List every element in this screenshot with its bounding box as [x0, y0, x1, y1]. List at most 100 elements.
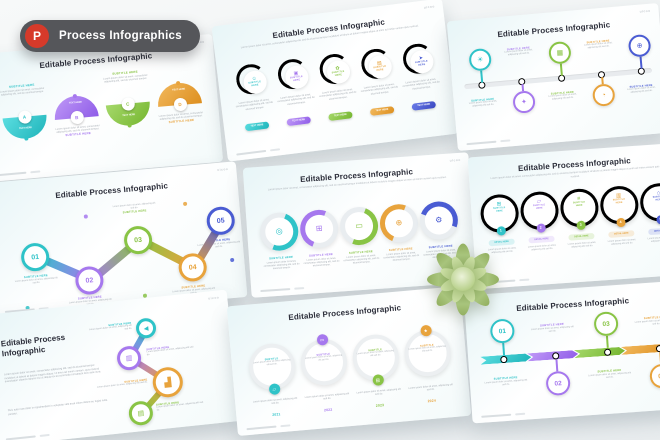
step-number-badge: 3: [575, 220, 586, 231]
slide-arc-circles-process: Editable Process Infographic uicoo Lorem…: [211, 0, 459, 162]
slide-footer-line: [236, 150, 267, 156]
step-number-circle: 01: [20, 241, 51, 273]
step-pill: DETAIL HERE: [608, 230, 635, 238]
step-body: Lorem ipsum dolor sit amet, adipiscing e…: [356, 387, 402, 397]
step-subtitle: SUBTITLE HERE: [652, 195, 660, 202]
step-text: SUBTITLE HERE Lorem ipsum dolor sit amet…: [581, 39, 616, 51]
step-dot: [24, 136, 29, 141]
timeline-stem: [480, 70, 483, 83]
step-arc: ▣ SUBTITLE HERE: [276, 57, 310, 91]
timeline-stem: [606, 335, 609, 348]
product-badge-label: Process Infographics: [59, 30, 182, 42]
plant-center: [451, 267, 475, 291]
step-arc: ➤ SUBTITLE HERE: [401, 42, 435, 76]
slide-semicircle-process: Editable Process Infographic uicoo SUBTI…: [0, 33, 224, 183]
step-body: Lorem ipsum dolor sit amet, consectetur …: [318, 87, 357, 101]
step-subtitle: SUBTITLE HERE: [612, 198, 626, 205]
slide-footer-line: [5, 435, 36, 440]
succulent-plant: [418, 234, 508, 324]
step-shape-d: D TEXT HERE: [156, 80, 202, 112]
step-body: Lorem ipsum dolor sit amet, adipiscing e…: [504, 49, 533, 57]
step-text: SUBTITLE HERE Lorem ipsum dolor sit amet…: [501, 46, 536, 58]
timeline-knob: [551, 351, 560, 360]
timeline-stem: [560, 63, 563, 76]
step-year: 2021: [272, 412, 281, 417]
step-number-circle: 04: [649, 363, 660, 389]
step-subtitle: SUBTITLE HERE: [415, 60, 429, 67]
step-arc: ✿ SUBTITLE HERE: [317, 52, 352, 86]
calendar-icon: ▦: [547, 40, 572, 65]
lock-icon: ✦: [512, 90, 536, 114]
slide-logo: uicoo: [639, 8, 651, 14]
step-label: TEXT HERE: [18, 127, 33, 131]
step-pill: TEXT HERE: [244, 121, 270, 132]
step-letter-badge: D: [172, 97, 188, 112]
step-body: Lorem ipsum dolor sit amet, adipiscing e…: [408, 383, 453, 392]
step-body: Lorem ipsum dolor sit amet, adipiscing e…: [548, 93, 577, 102]
slide-paragraph: Lorem ipsum dolor sit amet, consectetur …: [3, 363, 102, 384]
step-body: Lorem ipsum dolor sit amet, adipiscing e…: [527, 244, 557, 252]
step-text: Lorem ipsum dolor sit amet, adipiscing e…: [111, 202, 158, 216]
arrow-bar: [480, 343, 660, 365]
slide-footer-line: [270, 148, 281, 152]
slide-title: Editable Process Infographic: [497, 20, 611, 40]
step-body: Lorem ipsum dolor sit amet, consectetur …: [343, 253, 380, 265]
step-pill: DETAIL HERE: [568, 232, 595, 241]
step-body: Lorem ipsum dolor sit amet, adipiscing e…: [607, 239, 637, 246]
slide-footer-line: [519, 278, 530, 282]
step-text: SUBTITLE HERE Lorem ipsum dolor sit amet…: [466, 97, 501, 109]
step-dot: [127, 123, 132, 128]
step-body: Lorem ipsum dolor sit amet, adipiscing e…: [647, 236, 660, 244]
timeline-stem: [555, 359, 558, 372]
step-text: SUBTITLE HERE Lorem ipsum dolor sit amet…: [623, 83, 660, 96]
monitor-icon: ▭: [316, 333, 328, 346]
timeline-knob: [603, 348, 612, 356]
slide-footer-line: [466, 141, 497, 146]
slide-logo: uicoo: [423, 4, 436, 10]
step-text: SUBTITLE HERE Lorem ipsum dolor sit amet…: [587, 368, 632, 381]
slide-footer-line: [280, 424, 291, 428]
slide-footer-line: [294, 287, 305, 290]
slide-footer-line: [500, 139, 511, 143]
step-text: Lorem ipsum dolor sit amet, consectetur …: [157, 111, 206, 126]
step-text: SUBTITLE HERE Lorem ipsum dolor sit amet…: [634, 315, 660, 328]
step-subtitle: SUBTITLE HERE: [248, 81, 262, 88]
slide-logo: uicoo: [449, 157, 461, 163]
step-body: Lorem ipsum dolor sit amet, consectetur …: [360, 82, 399, 96]
slide-title: Editable Process Infographic: [54, 181, 169, 201]
step-label: TEXT HERE: [172, 88, 186, 92]
step-number-badge: 5: [655, 214, 660, 225]
step-body: Lorem ipsum dolor sit amet, consectetur …: [277, 93, 315, 106]
step-year: 2023: [375, 403, 385, 408]
step-text: SUBTITLE HERE Lorem ipsum dolor sit amet…: [86, 322, 133, 336]
slide-footer-line: [515, 413, 526, 416]
deco-dot: [83, 214, 89, 219]
step-circle: ▤ SUBTITLE HERE: [366, 53, 393, 80]
step-number-badge: 2: [535, 223, 546, 233]
step-body: Lorem ipsum dolor sit amet, adipiscing e…: [468, 100, 498, 109]
step-circle: ▣ SUBTITLE HERE: [283, 63, 310, 90]
step-number-circle: 03: [593, 311, 619, 337]
step-shape-a: A TEXT HERE: [2, 110, 49, 141]
step-text: SUBTITLE HERE Lorem ipsum dolor sit amet…: [380, 247, 423, 263]
step-arc: ☺ SUBTITLE HERE: [234, 62, 268, 96]
step-body: Lorem ipsum dolor sit amet, adipiscing e…: [584, 42, 613, 50]
slide-footer-line: [246, 425, 277, 431]
step-label: TEXT HERE: [68, 101, 82, 105]
timeline-knob: [500, 355, 508, 363]
step-number-badge: 4: [615, 217, 626, 228]
step-body: Lorem ipsum dolor sit amet, consectetur …: [303, 256, 340, 268]
step-subtitle: SUBTITLE HERE: [289, 76, 303, 83]
step-subtitle: SUBTITLE HERE: [493, 207, 506, 213]
slide-footer-line: [0, 172, 27, 177]
slide-timeline-process: Editable Process Infographic uicoo ☀ ✦ ▦…: [446, 3, 660, 151]
folder-icon: ▱: [268, 383, 281, 396]
step-text: SUBTITLE HERE Lorem ipsum dolor sit amet…: [530, 322, 575, 335]
step-text: Lorem ipsum dolor sit amet, consectetur …: [54, 124, 103, 139]
step-subtitle: SUBTITLE HERE: [331, 71, 345, 78]
step-letter-badge: C: [120, 97, 135, 112]
globe-icon: ⊕: [627, 33, 652, 58]
slide-paragraph: Duis aute irure dolor in reprehenderit i…: [7, 398, 108, 416]
step-text: SUBTITLE HERE Lorem ipsum dolor sit amet…: [156, 398, 207, 413]
book-icon: ▤: [371, 374, 384, 387]
